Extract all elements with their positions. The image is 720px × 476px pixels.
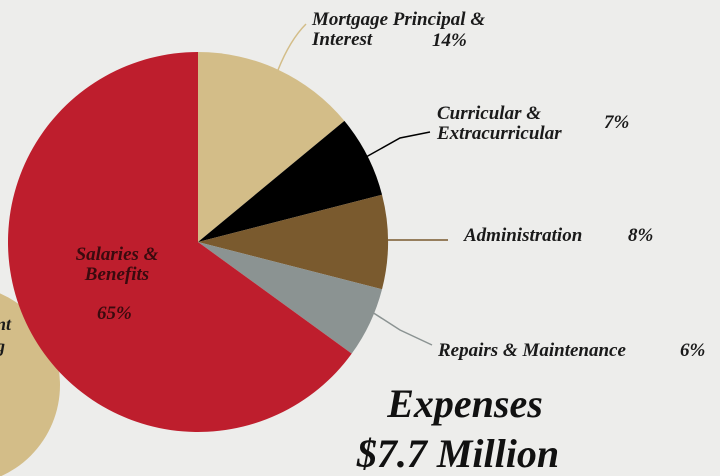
category-label: Curricular & Extracurricular	[437, 103, 562, 144]
category-label: Mortgage Principal & Interest	[312, 9, 486, 50]
pie-slice	[198, 52, 345, 242]
cropped-text: g	[0, 336, 5, 356]
chart-subtitle: $7.7 Million	[356, 431, 560, 476]
pie-slice	[198, 194, 389, 290]
category-label: Repairs & Maintenance	[438, 340, 626, 361]
value-label: 14%	[432, 30, 467, 51]
category-label: Administration	[464, 225, 583, 246]
value-label: 8%	[628, 225, 654, 246]
value-label: 6%	[680, 340, 706, 361]
pie-slice	[198, 120, 383, 242]
cropped-text: nt	[0, 314, 12, 334]
category-label-inner: Salaries & Benefits	[75, 244, 159, 285]
pie-slice	[198, 242, 383, 354]
value-label: 7%	[604, 112, 630, 133]
chart-title: Expenses	[387, 381, 543, 426]
pie-slice	[7, 52, 352, 432]
value-label-inner: 65%	[97, 303, 132, 324]
leader-line	[277, 23, 307, 71]
leader-line	[365, 131, 431, 158]
leader-line	[371, 311, 433, 346]
